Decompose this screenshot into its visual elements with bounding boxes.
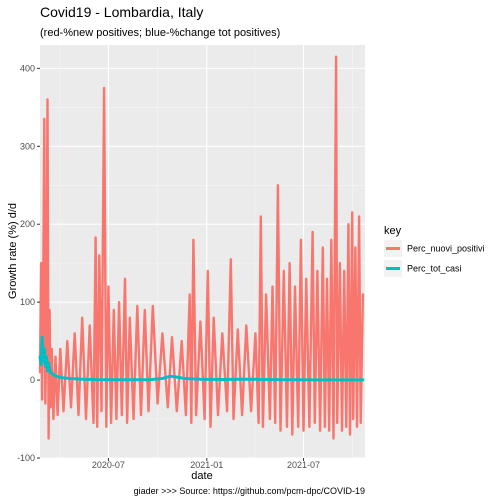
y-axis-ticks: -100 0 100 200 300 400 [17, 63, 40, 463]
legend-label: Perc_nuovi_positivi [407, 244, 485, 254]
y-tick-label: 100 [20, 297, 35, 307]
x-axis-title: date [191, 470, 212, 482]
legend: key Perc_nuovi_positivi Perc_tot_casi [384, 225, 485, 277]
y-tick-label: -100 [17, 453, 35, 463]
x-tick-label: 2021-01 [190, 460, 223, 470]
chart-subtitle: (red-%new positives; blue-%change tot po… [40, 27, 280, 39]
series-layer [38, 55, 365, 440]
x-axis-ticks: 2020-07 2021-01 2021-07 [92, 458, 320, 470]
y-tick-label: 400 [20, 63, 35, 73]
series-line-Perc_tot_casi [38, 335, 365, 382]
y-tick-label: 0 [30, 375, 35, 385]
y-tick-label: 300 [20, 141, 35, 151]
legend-label: Perc_tot_casi [407, 264, 462, 274]
x-tick-label: 2021-07 [287, 460, 320, 470]
chart-caption: giader >>> Source: https://github.com/pc… [134, 486, 365, 496]
y-tick-label: 200 [20, 219, 35, 229]
legend-title: key [384, 225, 402, 237]
y-axis-title: Growth rate (%) d/d [7, 203, 19, 299]
x-tick-label: 2020-07 [92, 460, 125, 470]
chart-title: Covid19 - Lombardia, Italy [40, 4, 203, 20]
series-line-Perc_nuovi_positivi [38, 55, 365, 440]
